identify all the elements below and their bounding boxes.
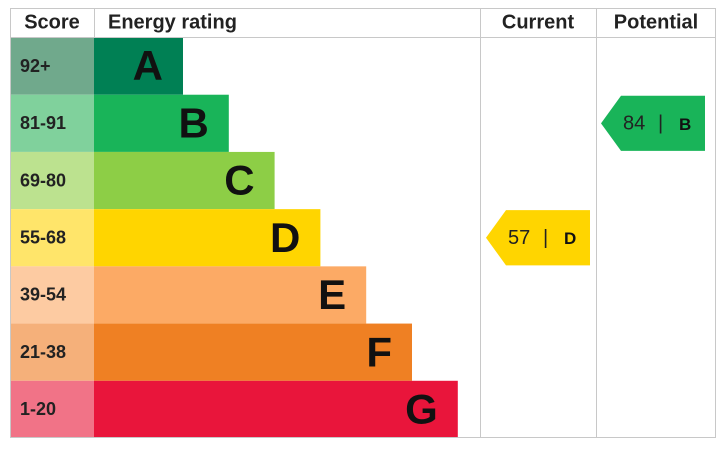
separator: |	[658, 113, 663, 135]
score-cell	[10, 151, 94, 210]
table-frame	[10, 8, 716, 438]
current-score: 57	[508, 227, 530, 249]
rating-letter: A	[133, 42, 163, 89]
separator: |	[543, 227, 548, 249]
frame	[10, 8, 716, 438]
rating-letter: E	[318, 271, 346, 318]
score-cell	[10, 37, 94, 95]
score-range: 21-38	[20, 342, 66, 362]
score-cell	[10, 209, 94, 267]
rating-bar	[94, 380, 458, 438]
rating-bar	[94, 266, 367, 324]
rating-bar	[94, 94, 229, 152]
rating-letter: C	[224, 157, 254, 204]
header-potential: Potential	[614, 11, 698, 33]
score-cell	[10, 323, 94, 381]
score-range: 81-91	[20, 113, 66, 133]
score-range: 39-54	[20, 285, 66, 305]
rating-letter: D	[270, 214, 300, 261]
score-range: 69-80	[20, 170, 66, 190]
score-cell	[10, 380, 94, 438]
potential-arrow	[601, 95, 705, 151]
rating-bar	[94, 37, 183, 95]
rating-bar	[94, 323, 412, 381]
rating-bar	[94, 209, 321, 267]
potential-score: 84	[623, 113, 645, 135]
score-range: 1-20	[20, 399, 56, 419]
header-current: Current	[502, 11, 575, 33]
header-score: Score	[24, 11, 80, 33]
score-cell	[10, 94, 94, 152]
score-range: 92+	[20, 56, 51, 76]
potential-rating: B	[679, 115, 691, 134]
header-rating: Energy rating	[108, 11, 237, 33]
rating-letter: F	[366, 328, 392, 375]
rating-letter: G	[405, 385, 438, 432]
score-cell	[10, 266, 94, 324]
current-arrow	[486, 210, 590, 266]
rating-letter: B	[178, 99, 208, 146]
score-range: 55-68	[20, 228, 66, 248]
current-rating: D	[564, 229, 576, 248]
rating-bar	[94, 151, 275, 210]
